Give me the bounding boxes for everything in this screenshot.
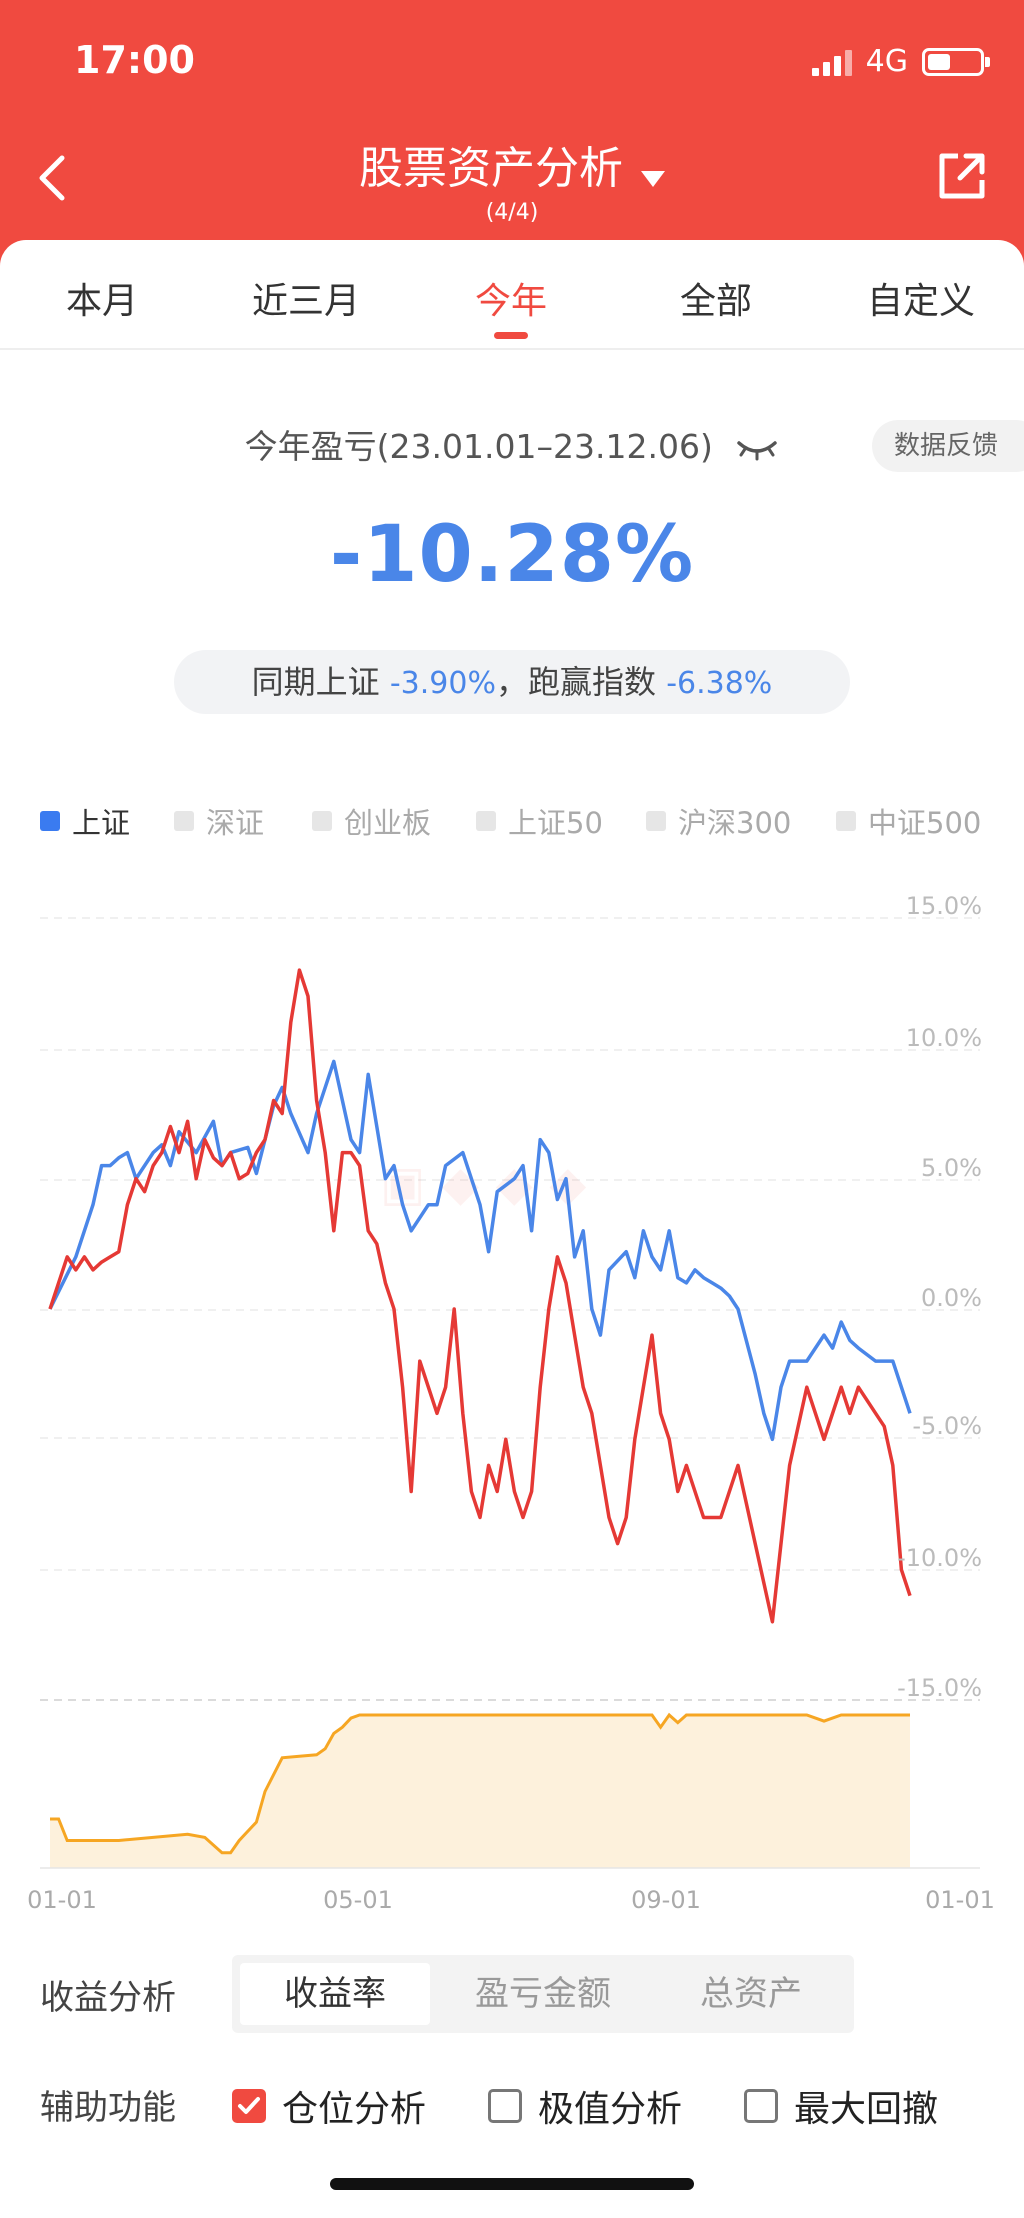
- y-tick-label: 5.0%: [921, 1154, 982, 1182]
- checkbox-icon: [488, 2089, 522, 2123]
- legend-swatch: [476, 811, 496, 831]
- battery-icon: [922, 47, 990, 76]
- legend-item-zz500[interactable]: 中证500: [836, 800, 981, 842]
- option-total-assets[interactable]: 总资产: [700, 1974, 802, 2014]
- legend-label: 上证50: [508, 806, 603, 840]
- max-drawdown-checkbox[interactable]: 最大回撤: [744, 2080, 938, 2132]
- option-return-rate[interactable]: 收益率: [240, 1963, 430, 2025]
- eye-closed-icon[interactable]: [735, 437, 779, 461]
- tab-custom[interactable]: 自定义: [866, 281, 976, 322]
- page-subtitle: (4/4): [485, 200, 539, 225]
- y-tick-label: 0.0%: [921, 1284, 982, 1312]
- legend-item-sz50[interactable]: 上证50: [476, 800, 603, 842]
- analysis-label: 收益分析: [40, 1978, 176, 2018]
- tab-all[interactable]: 全部: [679, 281, 753, 322]
- position-area: [50, 1715, 910, 1868]
- chevron-left-icon: [39, 155, 65, 201]
- y-tick-label: -5.0%: [912, 1412, 982, 1440]
- index-compare: 同期上证 -3.90%，跑赢指数 -6.38%: [174, 650, 850, 714]
- extreme-analysis-checkbox[interactable]: 极值分析: [488, 2080, 682, 2132]
- y-tick-label: -15.0%: [897, 1674, 982, 1702]
- position-analysis-label: 仓位分析: [282, 2089, 427, 2130]
- compare-mid: ，跑赢指数: [496, 663, 657, 701]
- compare-prefix: 同期上证: [251, 663, 380, 701]
- page-title: 股票资产分析: [359, 143, 623, 194]
- max-drawdown-label: 最大回撤: [794, 2089, 939, 2130]
- legend-label: 创业板: [344, 806, 432, 840]
- x-tick-label: 05-01: [323, 1886, 393, 1914]
- tab-three-months[interactable]: 近三月: [251, 281, 361, 322]
- legend-label: 上证: [72, 806, 131, 840]
- status-time: 17:00: [74, 38, 195, 82]
- legend-item-shenzheng[interactable]: 深证: [174, 800, 264, 842]
- checkbox-icon: [744, 2089, 778, 2123]
- share-button[interactable]: [936, 150, 988, 202]
- profit-loss-label: 今年盈亏(23.01.01–23.12.06): [0, 420, 1024, 468]
- signal-icon: [811, 48, 852, 76]
- extreme-analysis-label: 极值分析: [538, 2089, 683, 2130]
- title-dropdown[interactable]: 股票资产分析 (4/4): [0, 132, 1024, 225]
- status-icons: 4G: [811, 44, 990, 79]
- series-line-portfolio: [48, 968, 912, 1624]
- position-analysis-checkbox[interactable]: 仓位分析: [232, 2080, 426, 2132]
- legend-label: 深证: [206, 806, 265, 840]
- compare-index-value: -3.90%: [389, 666, 496, 701]
- active-tab-indicator: [494, 332, 528, 339]
- tab-this-month[interactable]: 本月: [65, 281, 139, 322]
- network-type: 4G: [865, 44, 908, 79]
- x-tick-label: 01-01: [27, 1886, 97, 1914]
- home-indicator: [330, 2178, 694, 2190]
- y-tick-label: -10.0%: [897, 1544, 982, 1572]
- legend-label: 中证500: [868, 806, 982, 840]
- tab-this-year[interactable]: 今年: [474, 281, 548, 322]
- legend-item-hs300[interactable]: 沪深300: [646, 800, 791, 842]
- aux-label: 辅助功能: [40, 2088, 176, 2128]
- data-feedback-button[interactable]: 数据反馈: [872, 420, 1024, 472]
- analysis-segmented-control: 收益率 盈亏金额 总资产: [232, 1955, 854, 2033]
- x-tick-label: 09-01: [631, 1886, 701, 1914]
- legend-item-chuangyeban[interactable]: 创业板: [312, 800, 431, 842]
- compare-diff-value: -6.38%: [666, 666, 773, 701]
- legend-swatch: [40, 811, 60, 831]
- back-button[interactable]: [30, 148, 80, 208]
- legend-swatch: [836, 811, 856, 831]
- position-line: [50, 1712, 910, 1855]
- series-line-index: [48, 1059, 912, 1442]
- index-legend: 上证 深证 创业板 上证50 沪深300 中证500: [40, 800, 1020, 844]
- option-profit-amount[interactable]: 盈亏金额: [475, 1974, 611, 2014]
- x-tick-label: 01-01: [925, 1886, 995, 1914]
- y-tick-label: 10.0%: [906, 1024, 982, 1052]
- legend-swatch: [312, 811, 332, 831]
- profit-loss-value: -10.28%: [329, 510, 695, 600]
- caret-down-icon: [641, 170, 665, 187]
- legend-label: 沪深300: [678, 806, 792, 840]
- y-tick-label: 15.0%: [906, 892, 982, 920]
- share-icon: [939, 153, 985, 199]
- return-chart[interactable]: ▣ ◆ ◆ ◆ 15.0%10.0%5.0%0.0%-5.0%-10.0%-15…: [0, 880, 1024, 1940]
- legend-item-shangzheng[interactable]: 上证: [40, 800, 130, 842]
- legend-swatch: [646, 811, 666, 831]
- legend-swatch: [174, 811, 194, 831]
- period-tabs: 本月 近三月 今年 全部 自定义: [0, 240, 1024, 350]
- profit-loss-period: 今年盈亏(23.01.01–23.12.06): [244, 427, 713, 466]
- checkbox-checked-icon: [232, 2089, 266, 2123]
